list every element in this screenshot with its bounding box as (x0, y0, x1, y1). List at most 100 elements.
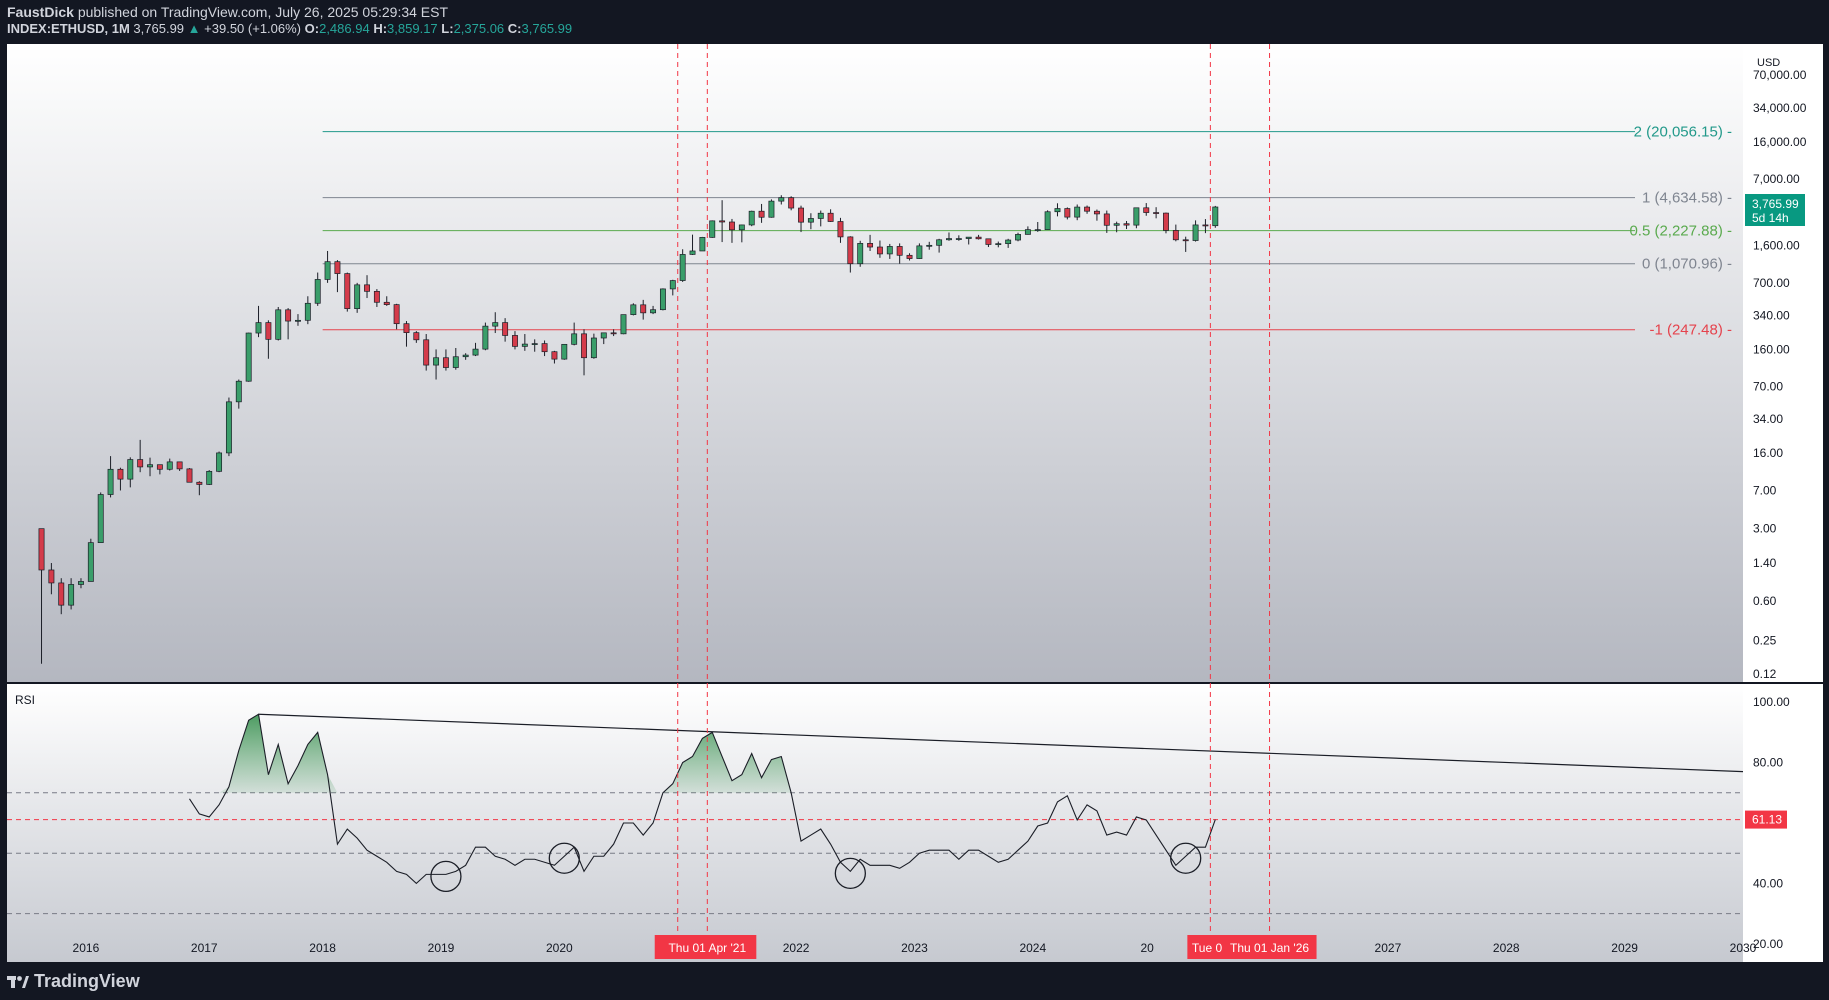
candle-body (255, 322, 262, 334)
candle (206, 470, 213, 486)
candle (255, 305, 262, 338)
pane-divider[interactable] (7, 682, 1823, 684)
candle-body (285, 309, 292, 322)
candle (492, 312, 499, 334)
rsi-pane[interactable] (7, 684, 1743, 962)
candle-body (216, 452, 223, 472)
price-tick: 0.25 (1753, 634, 1777, 648)
time-tick: 2017 (191, 941, 218, 955)
candle (709, 220, 716, 238)
candle-body (97, 494, 104, 543)
candle-body (78, 581, 84, 585)
price-tick: 0.60 (1753, 594, 1777, 608)
candle (965, 236, 972, 245)
candle-body (265, 322, 272, 340)
candle (748, 210, 755, 227)
candle-body (324, 261, 331, 280)
candle-body (778, 197, 785, 202)
price-tick: 1,600.00 (1753, 239, 1800, 253)
candle (689, 234, 696, 255)
candle-body (423, 339, 430, 366)
candle-body (1015, 234, 1021, 241)
candle (1153, 207, 1160, 219)
candle-body (1153, 212, 1160, 214)
candle (985, 238, 992, 248)
price-tick: 16.00 (1753, 446, 1783, 460)
candle-body (955, 238, 962, 240)
candle (324, 250, 331, 283)
fib-level-label: -1 (247.48) - (1649, 322, 1732, 339)
candle (97, 492, 104, 543)
candle (926, 241, 933, 250)
candle-body (995, 243, 1002, 246)
candle (304, 296, 311, 325)
rsi-low-circle (548, 842, 580, 874)
candle (807, 213, 814, 230)
fib-level-label: 0 (1,070.96) - (1642, 256, 1732, 273)
candle-body (669, 280, 676, 290)
candle (472, 342, 479, 357)
symbol-info: INDEX:ETHUSD, 1M 3,765.99 ▲ +39.50 (+1.0… (7, 21, 572, 36)
candle (768, 199, 775, 218)
candle-body (147, 464, 153, 468)
time-marker-label: Thu 01 Apr '21 (668, 941, 746, 955)
candle-body (896, 246, 903, 256)
candle (876, 240, 883, 258)
candle-body (965, 236, 972, 239)
candle-body (1103, 213, 1110, 226)
candle (344, 272, 351, 312)
candle (669, 279, 676, 296)
candle-body (1202, 224, 1209, 227)
candle-body (699, 237, 706, 252)
footer: TradingView (0, 962, 1829, 1000)
time-marker-label: Tue 01 (1192, 941, 1229, 955)
candle (620, 314, 627, 335)
candle (729, 218, 735, 243)
candle (393, 303, 400, 330)
author-name[interactable]: FaustDick (7, 4, 74, 20)
candle (659, 288, 666, 311)
candle (275, 306, 282, 341)
candle (186, 468, 193, 483)
candle (78, 578, 84, 589)
candle (452, 348, 459, 370)
candle (1182, 236, 1189, 252)
candle (314, 272, 321, 306)
candle-body (886, 246, 893, 255)
candle (462, 353, 469, 360)
time-tick: 2023 (901, 941, 928, 955)
candle (1192, 220, 1199, 242)
candle (679, 249, 686, 282)
candle-body (472, 348, 479, 356)
candle-body (620, 314, 627, 335)
candle (1133, 207, 1140, 229)
candle-body (393, 304, 400, 325)
rsi-tick: 20.00 (1753, 937, 1783, 951)
time-marker-badge: Thu 01 Apr '21 (658, 935, 757, 959)
candle (590, 333, 597, 359)
last-price-value: 3,765.99 (1752, 197, 1799, 211)
candle-body (719, 220, 726, 223)
rsi-value-badge-bg (1745, 810, 1787, 829)
main-pane[interactable] (7, 44, 1743, 682)
close-label: C: (507, 21, 522, 36)
candle (1212, 205, 1219, 228)
time-tick: 2018 (309, 941, 336, 955)
candle-body (798, 207, 804, 223)
symbol-label[interactable]: INDEX:ETHUSD, 1M (7, 21, 130, 36)
candle-countdown: 5d 14h (1752, 211, 1789, 225)
candle (1084, 205, 1091, 214)
open-label: O: (304, 21, 320, 36)
candle-body (492, 322, 499, 327)
tradingview-logo[interactable]: TradingView (7, 971, 140, 992)
price-scale[interactable] (1743, 44, 1823, 682)
candle (295, 314, 301, 326)
candle (916, 243, 923, 259)
time-tick: 2028 (1493, 941, 1520, 955)
candle (285, 308, 292, 340)
candle-body (442, 357, 449, 368)
rsi-line (189, 713, 1216, 885)
candle-body (1182, 239, 1189, 242)
